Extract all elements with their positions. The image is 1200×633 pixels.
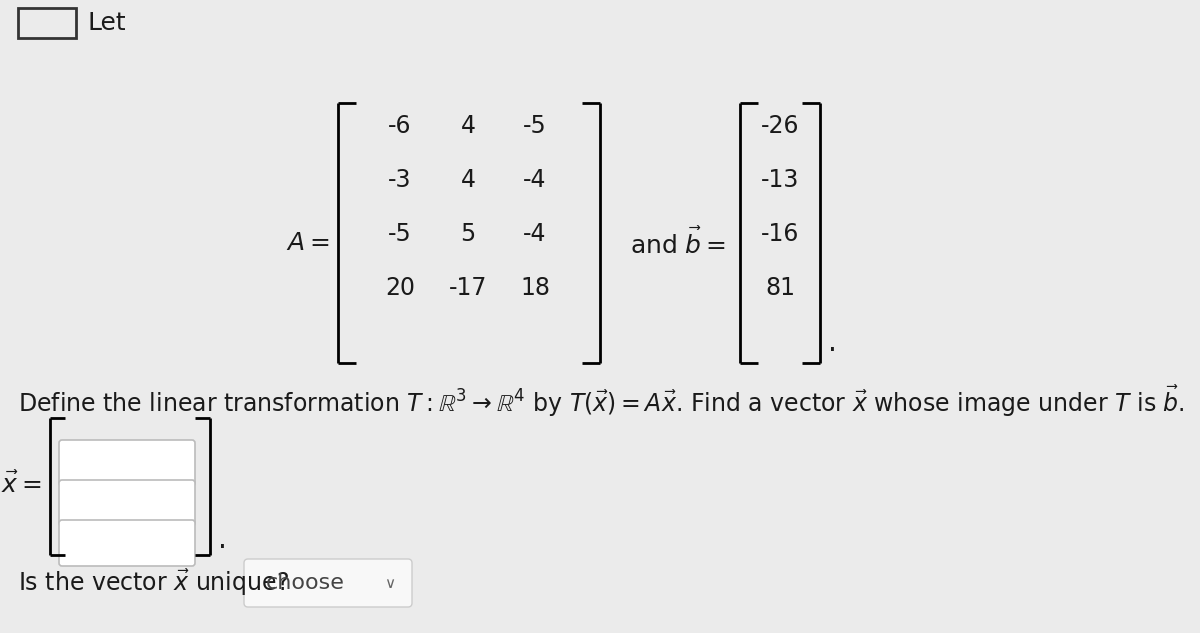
FancyBboxPatch shape bbox=[59, 480, 194, 526]
Text: 5: 5 bbox=[461, 222, 475, 246]
Text: $A =$: $A =$ bbox=[287, 231, 330, 255]
Text: .: . bbox=[218, 526, 227, 554]
Text: 4: 4 bbox=[461, 114, 475, 138]
Text: -4: -4 bbox=[523, 222, 547, 246]
Text: -17: -17 bbox=[449, 276, 487, 300]
Text: 18: 18 bbox=[520, 276, 550, 300]
Text: -3: -3 bbox=[389, 168, 412, 192]
Text: Define the linear transformation $T : \mathbb{R}^3 \rightarrow \mathbb{R}^4$ by : Define the linear transformation $T : \m… bbox=[18, 383, 1184, 419]
Text: -4: -4 bbox=[523, 168, 547, 192]
Text: ∨: ∨ bbox=[384, 575, 396, 591]
Bar bbox=[18, 8, 76, 38]
FancyBboxPatch shape bbox=[244, 559, 412, 607]
Text: and $\vec{b} =$: and $\vec{b} =$ bbox=[630, 227, 726, 258]
Text: -5: -5 bbox=[523, 114, 547, 138]
Text: Is the vector $\vec{x}$ unique?: Is the vector $\vec{x}$ unique? bbox=[18, 568, 289, 598]
Text: -6: -6 bbox=[389, 114, 412, 138]
Text: -5: -5 bbox=[388, 222, 412, 246]
Text: -26: -26 bbox=[761, 114, 799, 138]
Text: 81: 81 bbox=[766, 276, 796, 300]
FancyBboxPatch shape bbox=[59, 520, 194, 566]
Text: Let: Let bbox=[88, 11, 127, 35]
Text: 20: 20 bbox=[385, 276, 415, 300]
Text: -16: -16 bbox=[761, 222, 799, 246]
Text: $\vec{x} =$: $\vec{x} =$ bbox=[1, 472, 42, 498]
FancyBboxPatch shape bbox=[59, 440, 194, 486]
Text: 4: 4 bbox=[461, 168, 475, 192]
Text: choose: choose bbox=[266, 573, 344, 593]
Text: -13: -13 bbox=[761, 168, 799, 192]
Text: .: . bbox=[828, 329, 836, 357]
